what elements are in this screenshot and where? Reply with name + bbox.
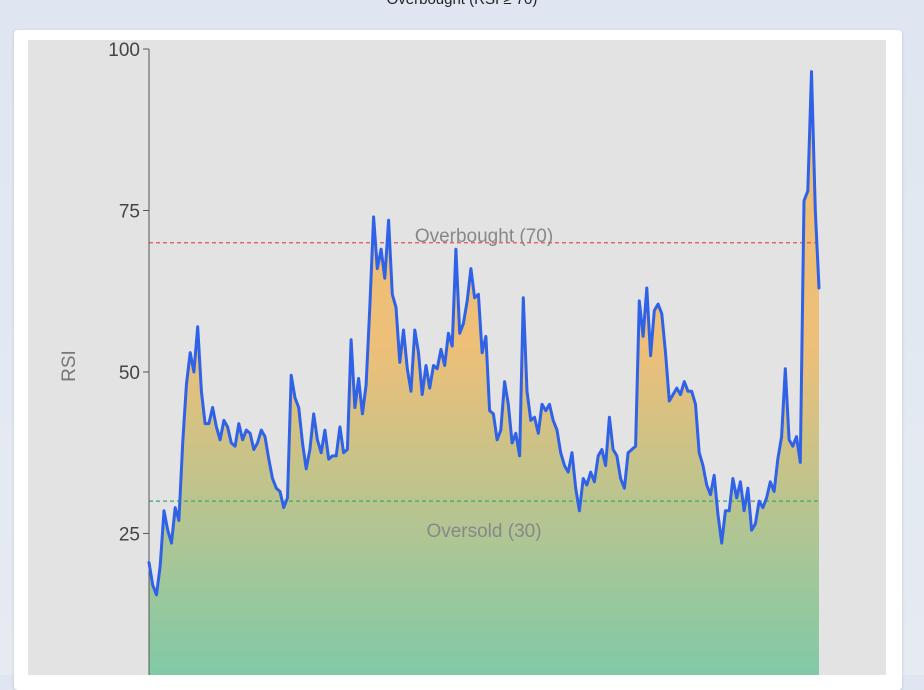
rsi-line <box>147 70 821 597</box>
rsi-area-fill <box>149 71 819 675</box>
y-tick-label: 50 <box>119 363 140 384</box>
y-axis-label: RSI <box>59 350 80 382</box>
y-tick-label: 100 <box>108 40 140 61</box>
chart-title: Overbought (RSI ≥ 70) <box>0 0 924 8</box>
oversold-label: Oversold (30) <box>426 521 541 542</box>
y-tick-label: 75 <box>119 201 140 222</box>
rsi-chart: 25 50 75 100 RSI Overbought (70) Oversold (… <box>28 40 886 675</box>
overbought-label: Overbought (70) <box>415 226 553 247</box>
y-tick-label: 25 <box>119 524 140 545</box>
